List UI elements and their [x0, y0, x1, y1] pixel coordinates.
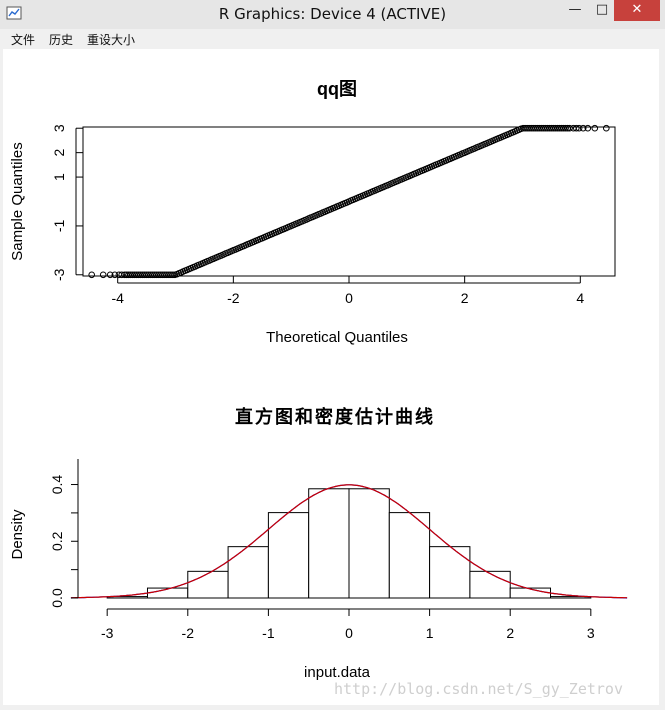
qq-x-tick-label: -4 [111, 290, 124, 306]
qq-point [575, 124, 583, 132]
close-button[interactable]: ✕ [614, 0, 660, 21]
hist-x-tick-label: 0 [345, 625, 353, 641]
qq-point [99, 271, 107, 279]
qq-point [544, 124, 551, 132]
qq-y-tick-label: -3 [51, 268, 67, 281]
qq-point [149, 271, 156, 279]
qq-point [562, 124, 569, 132]
hist-bar [187, 570, 229, 599]
hist-bar [308, 488, 350, 599]
qq-point [603, 124, 610, 132]
hist-bar [469, 570, 511, 599]
hist-bars [106, 488, 592, 599]
hist-y-tick-label: 0.2 [49, 531, 65, 551]
qq-point [591, 124, 599, 132]
hist-y-axis-label: Density [9, 509, 26, 560]
qq-point [566, 124, 573, 132]
qq-point [521, 124, 529, 132]
hist-x-tick-label: 2 [506, 625, 514, 641]
qq-point [125, 271, 132, 279]
hist-bar [429, 546, 471, 599]
r-app-icon [6, 6, 22, 20]
qq-x-tick-label: -2 [227, 290, 240, 306]
qq-point [573, 124, 580, 132]
qq-point [129, 271, 136, 279]
menu-item-file[interactable]: 文件 [11, 33, 36, 47]
window-titlebar: R Graphics: Device 4 (ACTIVE) — □ ✕ [0, 0, 665, 29]
watermark: http://blog.csdn.net/S_gy_Zetrov [334, 680, 623, 698]
qq-point [133, 271, 140, 279]
hist-bar [348, 488, 390, 599]
qq-points [88, 124, 610, 279]
qq-y-axis-label: Sample Quantiles [9, 142, 26, 260]
qq-y-tick-label: 1 [51, 173, 67, 181]
qq-x-tick-label: 0 [345, 290, 353, 306]
hist-bar [267, 512, 310, 599]
qq-chart-title: qq图 [317, 79, 357, 99]
hist-x-tick-label: 1 [426, 625, 434, 641]
qq-x-axis-label: Theoretical Quantiles [266, 329, 408, 346]
hist-x-axis-label: input.data [304, 664, 371, 681]
normal-density-curve [70, 484, 628, 599]
qq-point [135, 271, 142, 279]
maximize-button[interactable]: □ [595, 2, 609, 17]
hist-chart-title: 直方图和密度估计曲线 [235, 406, 435, 427]
qq-y-tick-label: 3 [51, 124, 67, 132]
qq-point [118, 271, 125, 279]
menubar: 文件 历史 重设大小 [0, 29, 665, 48]
qq-point [564, 124, 571, 132]
window-title: R Graphics: Device 4 (ACTIVE) [218, 5, 447, 23]
qq-point [151, 271, 158, 279]
qq-y-tick-label: -1 [51, 219, 67, 232]
qq-point [127, 271, 134, 279]
plots-svg: qq图 -4 -2 0 2 4 -3 -1 1 2 3 Theoretical Quantiles Sa… [9, 79, 628, 681]
menu-item-history[interactable]: 历史 [49, 33, 74, 47]
qq-point [88, 271, 95, 279]
qq-plot-frame [82, 126, 616, 277]
hist-x-tick-label: -2 [182, 625, 195, 641]
qq-point [111, 271, 119, 279]
qq-point [540, 124, 547, 132]
qq-point [525, 124, 533, 132]
qq-point [523, 124, 531, 132]
hist-x-tick-label: 3 [587, 625, 595, 641]
qq-point [584, 124, 592, 132]
menu-item-resize[interactable]: 重设大小 [87, 33, 136, 47]
qq-x-tick-label: 2 [461, 290, 469, 306]
hist-bar [388, 512, 431, 599]
minimize-button[interactable]: — [568, 2, 582, 17]
qq-point [153, 271, 160, 279]
hist-bar [227, 546, 269, 599]
hist-y-tick-label: 0.4 [49, 475, 65, 495]
hist-x-tick-label: -3 [101, 625, 114, 641]
qq-x-tick-label: 4 [576, 290, 584, 306]
hist-y-tick-label: 0.0 [49, 588, 65, 608]
qq-y-tick-label: 2 [51, 149, 67, 157]
hist-x-tick-label: -1 [262, 625, 275, 641]
qq-point [579, 124, 587, 132]
qq-point [169, 271, 177, 279]
qq-point [137, 271, 144, 279]
qq-point [542, 124, 549, 132]
plot-canvas: qq图 -4 -2 0 2 4 -3 -1 1 2 3 Theoretical Quantiles Sa… [3, 49, 659, 705]
qq-point [106, 271, 114, 279]
qq-point [167, 271, 175, 279]
